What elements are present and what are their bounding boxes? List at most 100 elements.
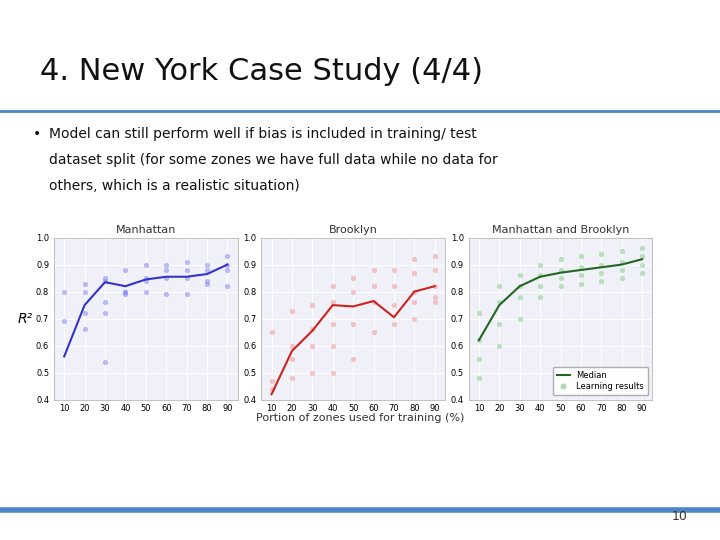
Point: [494, 282, 505, 291]
Point: [327, 368, 338, 377]
Point: [473, 309, 485, 318]
Point: [595, 249, 607, 258]
Point: [409, 298, 420, 307]
Point: [595, 268, 607, 277]
Point: [99, 298, 111, 307]
Point: [307, 368, 318, 377]
Y-axis label: R²: R²: [17, 312, 32, 326]
Point: [181, 258, 192, 266]
Point: [287, 341, 298, 350]
Point: [616, 266, 628, 274]
Point: [388, 301, 400, 309]
Point: [327, 320, 338, 328]
Point: [429, 282, 441, 291]
Point: [222, 252, 233, 261]
Point: [120, 290, 131, 299]
Point: [327, 298, 338, 307]
Point: [307, 341, 318, 350]
Point: [307, 301, 318, 309]
Point: [636, 260, 648, 269]
Point: [388, 266, 400, 274]
Point: [534, 271, 546, 280]
Point: [575, 271, 587, 280]
Point: [79, 309, 91, 318]
Text: others, which is a realistic situation): others, which is a realistic situation): [49, 179, 300, 193]
Point: [368, 266, 379, 274]
Point: [575, 252, 587, 261]
Point: [348, 274, 359, 282]
Point: [409, 255, 420, 264]
Point: [429, 266, 441, 274]
Point: [555, 266, 567, 274]
Point: [99, 309, 111, 318]
Point: [595, 276, 607, 285]
Point: [534, 260, 546, 269]
Point: [99, 274, 111, 282]
Point: [327, 282, 338, 291]
Point: [222, 266, 233, 274]
Point: [429, 252, 441, 261]
Point: [140, 260, 152, 269]
Point: [79, 287, 91, 296]
Point: [140, 276, 152, 285]
Point: [161, 274, 172, 282]
Point: [494, 320, 505, 328]
Point: [120, 266, 131, 274]
Point: [534, 282, 546, 291]
Point: [181, 274, 192, 282]
Text: 10: 10: [672, 510, 688, 523]
Point: [514, 271, 526, 280]
Point: [222, 260, 233, 269]
Point: [409, 314, 420, 323]
Text: •: •: [32, 127, 40, 141]
Point: [368, 298, 379, 307]
Legend: Median, Learning results: Median, Learning results: [553, 367, 648, 395]
Point: [307, 325, 318, 334]
Point: [534, 293, 546, 301]
Point: [58, 287, 70, 296]
Point: [287, 306, 298, 315]
Point: [514, 314, 526, 323]
Point: [79, 279, 91, 288]
Point: [120, 287, 131, 296]
Point: [473, 355, 485, 363]
Point: [348, 355, 359, 363]
Point: [595, 260, 607, 269]
Point: [161, 260, 172, 269]
Point: [140, 287, 152, 296]
Point: [636, 244, 648, 253]
Point: [79, 325, 91, 334]
Point: [161, 290, 172, 299]
Point: [575, 279, 587, 288]
Text: 4. New York Case Study (4/4): 4. New York Case Study (4/4): [40, 57, 482, 86]
Point: [494, 298, 505, 307]
Point: [616, 258, 628, 266]
Point: [473, 374, 485, 382]
Point: [388, 282, 400, 291]
Point: [266, 376, 277, 385]
Point: [636, 268, 648, 277]
Point: [514, 282, 526, 291]
Text: dataset split (for some zones we have full data while no data for: dataset split (for some zones we have fu…: [49, 153, 498, 167]
Point: [514, 293, 526, 301]
Point: [555, 274, 567, 282]
Point: [368, 328, 379, 336]
Point: [202, 266, 213, 274]
Point: [266, 328, 277, 336]
Title: Brooklyn: Brooklyn: [329, 225, 377, 235]
Point: [287, 374, 298, 382]
Title: Manhattan and Brooklyn: Manhattan and Brooklyn: [492, 225, 629, 235]
Point: [120, 287, 131, 296]
Text: Portion of zones used for training (%): Portion of zones used for training (%): [256, 413, 464, 423]
Point: [616, 274, 628, 282]
Point: [575, 263, 587, 272]
Title: Manhattan: Manhattan: [116, 225, 176, 235]
Point: [555, 282, 567, 291]
Point: [327, 341, 338, 350]
Point: [181, 290, 192, 299]
Point: [429, 293, 441, 301]
Point: [494, 341, 505, 350]
Point: [99, 357, 111, 366]
Point: [368, 282, 379, 291]
Point: [287, 355, 298, 363]
